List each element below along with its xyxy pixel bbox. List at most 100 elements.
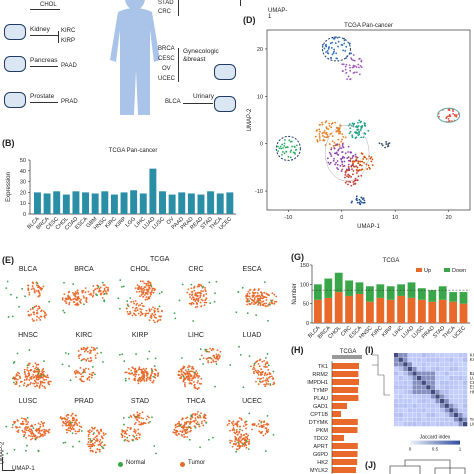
scatter-point [349, 130, 352, 133]
tumor-point [96, 429, 99, 432]
scatter-point [335, 130, 338, 133]
normal-point [188, 438, 191, 441]
tumor-point [196, 305, 199, 308]
tumor-point [93, 438, 96, 441]
heatmap-cell [412, 412, 417, 418]
tumor-point [204, 298, 207, 301]
tumor-point [33, 311, 36, 314]
tumor-point [80, 298, 82, 301]
tumor-point [139, 295, 141, 298]
tumor-point [192, 412, 195, 415]
heatmap-cell [430, 357, 436, 362]
tumor-point [21, 429, 24, 432]
tumor-point [37, 286, 39, 289]
tumor-point [185, 417, 187, 420]
heatmap-cell [430, 399, 436, 404]
scatter-point [325, 51, 327, 53]
heatmap-cell [453, 385, 459, 390]
bar-down [376, 284, 385, 298]
tsne-cell-title: LUSC [18, 398, 38, 405]
heatmap-cell [407, 353, 413, 358]
bar-down [418, 288, 426, 300]
tsne-cell-title: KIRC [75, 332, 93, 339]
tumor-point [265, 292, 268, 295]
scatter-point [330, 155, 333, 157]
tumor-point [256, 360, 259, 362]
tumor-point [43, 381, 46, 384]
tumor-point [238, 447, 241, 450]
tumor-point [190, 291, 193, 293]
tumor-point [145, 296, 148, 299]
bar-up [324, 297, 333, 323]
tumor-point [204, 288, 206, 291]
tumor-point [44, 375, 47, 378]
heatmap-cell [407, 403, 413, 408]
tumor-point [33, 306, 36, 309]
scatter-point [332, 144, 335, 147]
tumor-point [195, 373, 198, 376]
tumor-point [217, 358, 219, 361]
tumor-point [254, 301, 256, 304]
tumor-point [67, 420, 69, 423]
tumor-point [174, 426, 177, 429]
tumor-point [196, 285, 199, 288]
heatmap-cell [412, 389, 417, 395]
tumor-point [43, 370, 45, 373]
tumor-point [180, 375, 183, 378]
heatmap-cell [426, 422, 431, 427]
normal-point [11, 315, 14, 318]
heatmap-cell [444, 380, 449, 385]
y-axis-label: UMAP-2 [0, 441, 6, 465]
tumor-point [20, 380, 23, 383]
scatter-point [368, 166, 371, 169]
y-tick-label: 100 [300, 282, 309, 288]
tumor-point [82, 368, 85, 371]
tumor-point [143, 369, 146, 372]
normal-point [214, 385, 216, 388]
normal-point [123, 360, 126, 363]
tumor-point [262, 380, 265, 382]
tsne-cell: BLCA [0, 262, 56, 328]
scatter-point [339, 130, 342, 133]
normal-point [97, 286, 100, 288]
tumor-point [216, 356, 219, 358]
heatmap-cell [407, 362, 413, 367]
bar [159, 191, 166, 214]
scatter-point [358, 57, 361, 60]
scatter-point [352, 169, 355, 172]
tumor-point [68, 303, 71, 306]
tumor-point [83, 350, 86, 353]
tumor-point [196, 302, 198, 305]
scatter-point [452, 112, 455, 115]
heatmap-cell [430, 385, 436, 390]
heatmap-cell [417, 389, 422, 395]
heatmap-cell [421, 376, 426, 381]
normal-point [48, 300, 51, 303]
scatter-point [283, 145, 286, 147]
tumor-point [263, 365, 266, 368]
normal-point [13, 448, 16, 451]
scatter-point [348, 64, 351, 67]
tumor-point [193, 386, 196, 388]
tumor-point [96, 434, 99, 437]
tumor-point [146, 312, 148, 315]
tumor-point [138, 423, 141, 426]
tumor-point [138, 433, 141, 436]
normal-point [272, 370, 275, 373]
tumor-point [247, 434, 250, 437]
tumor-point [28, 314, 31, 317]
tumor-point [258, 419, 261, 422]
scatter-point [324, 121, 327, 124]
normal-point [152, 375, 155, 378]
scatter-point [385, 143, 388, 145]
scatter-point [321, 123, 324, 126]
tumor-point [130, 369, 133, 372]
scatter-point [332, 52, 335, 54]
normal-point [13, 360, 16, 363]
scatter-point [337, 149, 340, 152]
panel-label-b: (B) [2, 138, 15, 148]
tumor-point [264, 366, 267, 368]
tumor-point [192, 367, 195, 370]
scatter-point [318, 133, 321, 135]
tumor-point [146, 372, 148, 375]
